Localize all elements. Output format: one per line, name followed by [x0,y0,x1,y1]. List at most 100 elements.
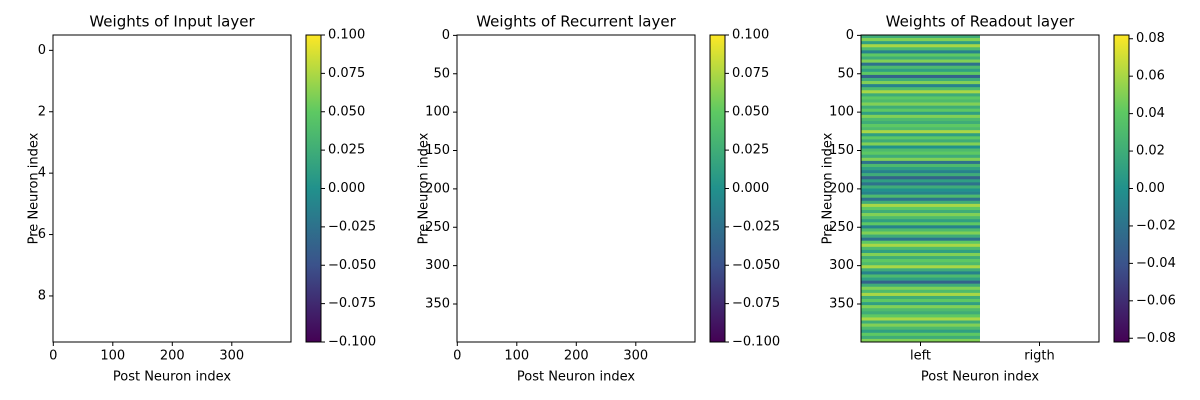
heat-cell [861,225,980,229]
heat-cell [861,197,980,202]
colorbar-tick-label: 0.025 [328,143,365,158]
heat-cell [861,102,980,106]
heat-cell [861,148,980,152]
heat-cell [861,185,980,189]
x-tick-label: 100 [504,349,529,364]
x-tick-label: 100 [100,349,125,364]
heat-cell [861,111,980,116]
colorbar-tick-label: 0.04 [1136,106,1165,121]
heat-cell [861,209,980,214]
heat-cell [861,283,980,288]
heat-cell [861,99,980,103]
heat-cell [861,326,980,331]
heat-cell [861,231,980,235]
colorbar-tick-label: −0.06 [1136,293,1176,308]
heat-cell [861,206,980,211]
y-tick-label: 0 [442,28,450,43]
y-tick-label: 250 [425,220,450,235]
heat-cell [861,127,980,131]
y-tick-label: 0 [846,28,854,43]
colorbar-tick-label: 0.025 [732,143,769,158]
heat-cell [861,68,980,73]
heat-cell [861,286,980,291]
y-tick-label: 50 [433,66,450,81]
heat-cell [861,256,980,260]
heat-cell [861,237,980,241]
colorbar [709,34,726,343]
colorbar-tick-label: 0.02 [1136,144,1165,159]
heat-cell [861,268,980,272]
heat-cell [861,157,980,162]
y-tick-label: 100 [829,105,854,120]
heat-cell [861,182,980,186]
heat-cell [861,124,980,128]
x-tick-label: 200 [564,349,589,364]
y-tick-label: 200 [829,181,854,196]
heat-cell [861,50,980,54]
heat-cell [861,295,980,300]
x-axis-label: Post Neuron index [921,370,1040,385]
colorbar-tick-label: 0.000 [328,181,365,196]
colorbar-tick-label: −0.100 [732,335,780,350]
y-tick-label: 0 [38,43,46,58]
heat-cell [861,335,980,340]
y-tick-label: 350 [425,297,450,312]
colorbar-tick-label: −0.025 [732,219,780,234]
heat-cell [861,163,980,168]
colorbar-tick-label: −0.02 [1136,218,1176,233]
heat-cell [861,56,980,60]
x-tick-label: 200 [160,349,185,364]
heat-cell [861,240,980,245]
heat-cell [861,142,980,146]
heat-cell [861,246,980,251]
colorbar-tick-label: −0.075 [732,296,780,311]
heat-cell [861,289,980,294]
y-tick-label: 250 [829,220,854,235]
heat-cell [861,271,980,275]
heat-cell [861,191,980,195]
heat-cell [861,320,980,324]
colorbar-tick-label: −0.075 [328,296,376,311]
heat-cell [861,65,980,70]
y-tick-label: 4 [38,166,46,181]
chart-title: Weights of Recurrent layer [476,13,676,31]
heat-cell [861,213,980,217]
heat-cell [861,160,980,165]
heat-cell [861,108,980,113]
colorbar-tick-label: −0.050 [328,258,376,273]
heat-cell [861,259,980,263]
heat-cell [861,265,980,269]
heat-cell [861,87,980,91]
heat-cell [861,114,980,119]
y-tick-label: 150 [425,143,450,158]
heat-cell [861,62,980,66]
heat-cell [861,219,980,223]
y-axis-label: Pre Neuron index [417,132,432,244]
heat-cell [861,93,980,97]
x-tick-label: 300 [623,349,648,364]
heat-cell [861,59,980,63]
colorbar-tick-label: 0.100 [328,28,365,43]
x-tick-label: 0 [453,349,461,364]
chart-title: Weights of Input layer [89,13,255,31]
x-axis-label: Post Neuron index [517,370,636,385]
heat-cell [861,314,980,318]
heat-cell [861,44,980,48]
heat-cell [861,311,980,315]
heat-cell [861,47,980,51]
colorbar-tick-label: −0.050 [732,258,780,273]
heat-cell [861,170,980,174]
heat-cell [861,329,980,334]
heat-cell [861,117,980,122]
heat-cell [861,151,980,156]
colorbar-tick-label: 0.050 [732,104,769,119]
y-tick-label: 50 [837,66,854,81]
plot-frame [52,34,292,343]
colorbar-tick-label: 0.075 [732,66,769,81]
heat-cell [861,84,980,88]
colorbar [1113,34,1130,343]
colorbar-tick-label: −0.04 [1136,256,1176,271]
colorbar-tick-label: 0.075 [328,66,365,81]
heat-cell [861,74,980,79]
